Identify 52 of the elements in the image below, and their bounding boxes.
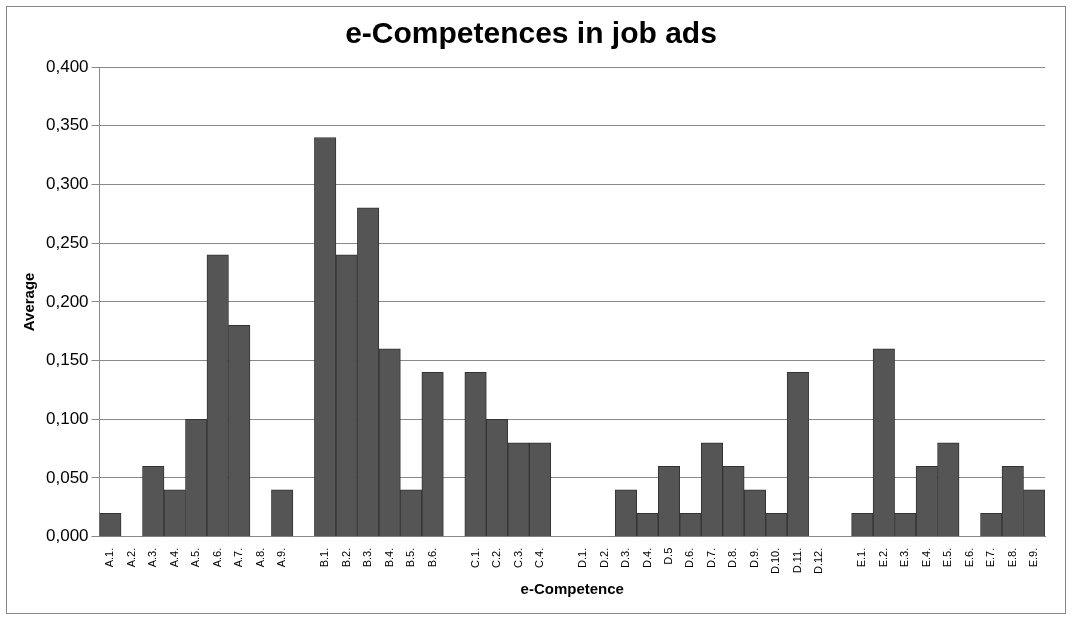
x-tick-label: A.3. <box>146 547 159 568</box>
x-tick-label: D.6. <box>683 547 696 568</box>
x-tick-label: A.4. <box>167 547 180 568</box>
chart-title: e-Competences in job ads <box>345 16 717 50</box>
y-tick-label: 0,200 <box>45 291 89 311</box>
x-tick-label: D.12. <box>812 547 825 575</box>
x-tick-label: C.1. <box>468 547 481 568</box>
x-tick-label: D.8. <box>726 547 739 568</box>
y-tick-label: 0,350 <box>45 115 89 135</box>
x-tick-label: E.9. <box>1027 547 1040 568</box>
x-tick-label: B.3. <box>361 547 374 568</box>
x-tick-label: E.4. <box>919 547 932 568</box>
y-tick-label: 0,400 <box>45 56 89 76</box>
y-tick-label: 0,100 <box>45 408 89 428</box>
y-axis-title: Average <box>20 272 38 332</box>
x-tick-label: D.1. <box>576 547 589 568</box>
x-tick-label: B.1. <box>318 547 331 568</box>
y-tick-label: 0,250 <box>45 232 89 252</box>
x-tick-label: E.5. <box>941 547 954 568</box>
x-tick-label: E.8. <box>1005 547 1018 568</box>
x-tick-label: A.7. <box>232 547 245 568</box>
x-tick-label: D.3. <box>619 547 632 568</box>
y-tick-label: 0,300 <box>45 174 89 194</box>
x-tick-label: A.9. <box>275 547 288 568</box>
x-tick-label: D.4. <box>640 547 653 568</box>
x-tick-label: E.7. <box>984 547 997 568</box>
x-tick-label: B.5. <box>404 547 417 568</box>
x-tick-label: E.2. <box>876 547 889 568</box>
x-tick-label: A.1. <box>103 547 116 568</box>
x-tick-label: C.2. <box>490 547 503 568</box>
x-tick-label: D.7. <box>704 547 717 568</box>
y-tick-label: 0,050 <box>45 467 89 487</box>
x-tick-label: B.4. <box>382 547 395 568</box>
x-tick-label: A.2. <box>124 547 137 568</box>
x-tick-label: B.2. <box>339 547 352 568</box>
x-tick-label: D.9. <box>747 547 760 568</box>
x-tick-label: E.3. <box>898 547 911 568</box>
x-tick-label: C.4. <box>533 547 546 568</box>
x-tick-label: D.11. <box>790 547 803 574</box>
x-tick-label: C.3. <box>511 547 524 568</box>
x-tick-label: D.5 <box>662 547 674 565</box>
x-tick-label: B.6. <box>425 547 438 568</box>
y-tick-label: 0,150 <box>45 350 89 370</box>
x-tick-label: A.5. <box>189 547 202 568</box>
x-tick-label: D.2. <box>597 547 610 568</box>
x-tick-label: A.8. <box>253 547 266 568</box>
x-tick-label: A.6. <box>210 547 223 568</box>
x-axis-title: e-Competence <box>520 580 624 598</box>
y-tick-label: 0,000 <box>45 526 89 546</box>
x-tick-label: E.1. <box>855 547 868 568</box>
x-tick-label: D.10. <box>769 547 782 575</box>
x-tick-label: E.6. <box>962 547 975 568</box>
